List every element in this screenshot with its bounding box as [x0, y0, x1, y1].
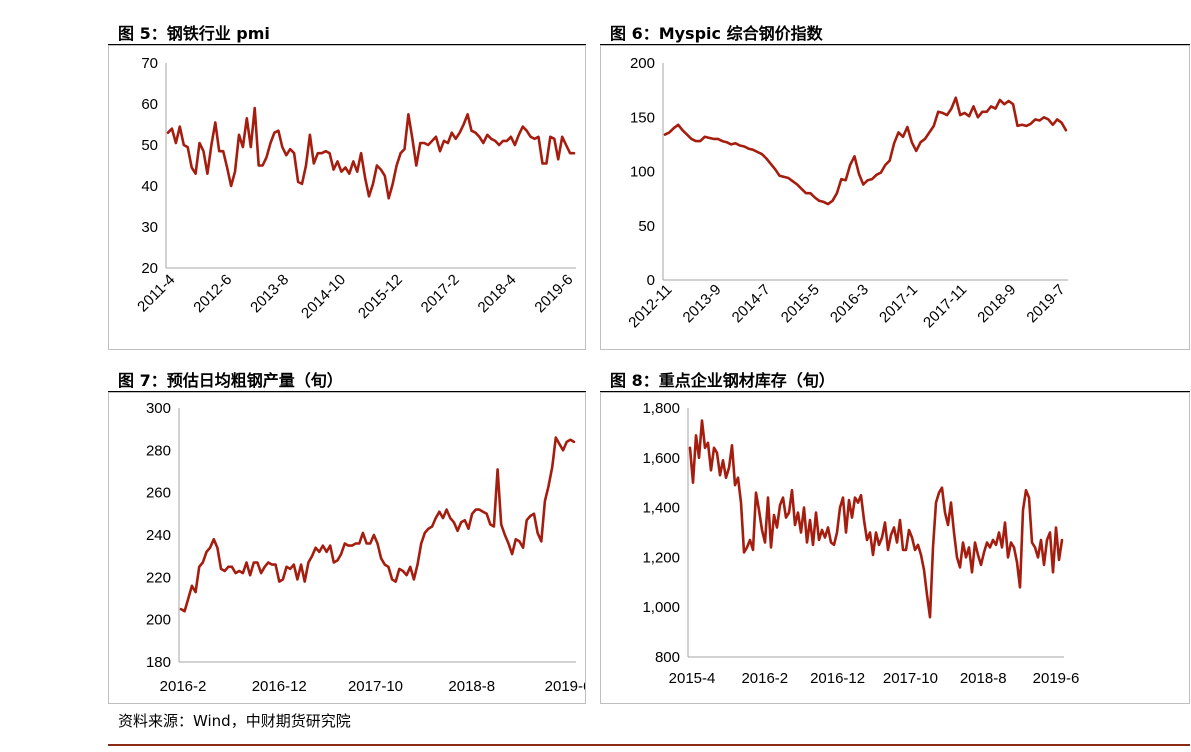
y-tick-label: 1,000: [642, 599, 680, 616]
title-rule-1: [108, 44, 586, 45]
x-tick-label: 2015-4: [669, 670, 716, 687]
x-tick-label: 2018-9: [974, 281, 1019, 326]
x-tick-label: 2013-9: [680, 281, 725, 326]
y-tick-label: 50: [638, 218, 655, 235]
y-tick-label: 260: [146, 485, 171, 502]
series-line: [166, 106, 576, 200]
x-tick-label: 2012-6: [190, 271, 235, 316]
y-tick-label: 20: [141, 260, 158, 277]
chart-title-crude-steel-output: 图 7：预估日均粗钢产量（旬）: [118, 371, 343, 390]
y-tick-label: 0: [647, 272, 655, 289]
y-tick-label: 100: [630, 164, 655, 181]
footer-rule: [108, 744, 1190, 746]
y-tick-label: 1,400: [642, 500, 680, 517]
x-tick-label: 2019-6: [531, 271, 576, 316]
x-tick-label: 2014-7: [729, 281, 774, 326]
x-tick-label: 2016-12: [810, 670, 865, 687]
y-tick-label: 40: [141, 178, 158, 195]
y-tick-label: 200: [630, 55, 655, 72]
x-tick-label: 2015-12: [355, 271, 406, 322]
x-tick-label: 2018-8: [960, 670, 1007, 687]
x-tick-label: 2017-10: [348, 678, 403, 695]
chart-panel-2: 200 150 100 50 0 2012-11 2013-9 2014-7 2015-5 201…: [600, 45, 1190, 350]
x-tick-label: 2015-5: [778, 281, 823, 326]
x-tick-label: 2018-4: [475, 271, 520, 316]
series-line: [179, 436, 576, 613]
x-tick-label: 2016-2: [160, 678, 207, 695]
y-tick-label: 280: [146, 442, 171, 459]
y-tick-label: 1,600: [642, 450, 680, 467]
y-tick-label: 50: [141, 137, 158, 154]
title-rule-2: [600, 44, 1190, 45]
chart-title-steel-inventory: 图 8：重点企业钢材库存（旬）: [610, 371, 835, 390]
title-rule-3: [108, 391, 586, 392]
y-tick-label: 60: [141, 96, 158, 113]
x-tick-label: 2014-10: [298, 271, 349, 322]
chart-title-myspic-index: 图 6：Myspic 综合钢价指数: [610, 24, 823, 43]
x-tick-label: 2018-8: [448, 678, 495, 695]
y-tick-label: 30: [141, 219, 158, 236]
y-tick-label: 220: [146, 569, 171, 586]
x-tick-label: 2017-1: [876, 281, 921, 326]
x-tick-label: 2017-11: [920, 281, 970, 331]
x-tick-label: 2019-6: [1033, 670, 1080, 687]
y-tick-label: 180: [146, 654, 171, 671]
y-tick-label: 1,800: [642, 400, 680, 417]
chart-panel-3: 300 280 260 240 220 200 180 2016-2 2016-12 2017-1…: [108, 392, 591, 704]
x-tick-label: 2011-4: [134, 271, 178, 315]
crude-steel-line-chart: 300 280 260 240 220 200 180 2016-2 2016-12 2017-1…: [146, 400, 591, 695]
chart-panel-1: 70 60 50 40 30 20 2011-4 2012-6 2013-8 2014-10 201…: [108, 45, 586, 350]
x-tick-label: 2013-8: [247, 271, 292, 316]
y-tick-label: 240: [146, 527, 171, 544]
x-tick-label: 2019-6: [545, 678, 585, 695]
x-tick-label: 2016-12: [252, 678, 307, 695]
x-tick-label: 2017-10: [883, 670, 938, 687]
series-line: [688, 419, 1064, 619]
title-rule-4: [600, 391, 1190, 392]
y-tick-label: 70: [141, 55, 158, 72]
y-tick-label: 1,200: [642, 549, 680, 566]
source-note: 资料来源：Wind，中财期货研究院: [118, 712, 351, 730]
y-tick-label: 300: [146, 400, 171, 417]
x-tick-label: 2016-2: [741, 670, 788, 687]
y-tick-label: 200: [146, 612, 171, 629]
series-line: [663, 96, 1068, 206]
x-tick-label: 2017-2: [418, 271, 463, 316]
y-tick-label: 800: [655, 649, 680, 666]
x-tick-label: 2016-3: [827, 281, 872, 326]
y-tick-label: 150: [630, 109, 655, 126]
x-tick-label: 2019-7: [1023, 281, 1068, 326]
chart-panel-4: 1,800 1,600 1,400 1,200 1,000 800 2015-4 2016-2…: [600, 392, 1190, 704]
inventory-line-chart: 1,800 1,600 1,400 1,200 1,000 800 2015-4 2016-2…: [642, 400, 1080, 687]
chart-title-steel-pmi: 图 5：钢铁行业 pmi: [118, 24, 270, 43]
